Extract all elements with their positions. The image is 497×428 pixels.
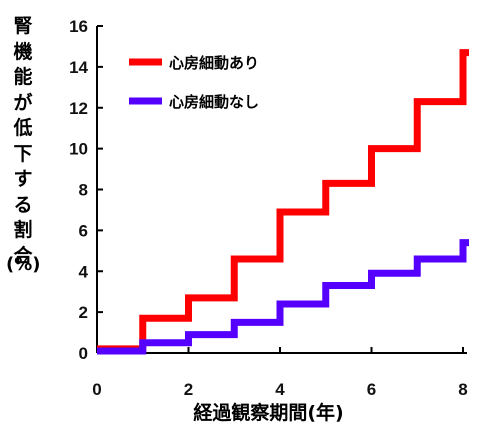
legend-label-2: 心房細動なし [169,93,259,111]
x-axis-label: 経過観察期間(年) [193,402,344,424]
y-axis-label-char: 合 [13,244,33,267]
series-layer [97,49,469,355]
y-axis-label-char: 腎 [13,15,33,37]
x-tick-label: 8 [458,380,467,399]
y-tick-label: 10 [69,140,88,159]
y-axis-label-char: る [13,193,33,216]
series-line-2 [97,239,469,355]
y-axis-label-char: 下 [13,142,33,165]
y-tick-label: 0 [79,344,88,363]
y-axis-label-char: が [13,91,33,114]
legend-label-1: 心房細動あり [169,54,259,72]
y-axis-label-char: 割 [13,219,33,241]
y-tick-label: 8 [79,181,88,200]
x-tick-label: 0 [92,380,101,399]
y-tick-label: 16 [69,17,88,36]
y-axis-label-char: す [13,168,33,190]
y-tick-label: 14 [69,58,88,77]
y-tick-label: 12 [69,99,88,118]
y-tick-label: 2 [79,303,88,322]
axes: 0 2 4 6 8 10 12 14 16 0 2 4 6 8 [69,17,468,399]
y-tick-label: 6 [79,221,88,240]
y-axis-unit: (%) [6,254,41,275]
y-axis-label: 腎機能が低下する割合 [6,14,40,269]
x-tick-label: 4 [275,380,285,399]
y-axis-label-char: 低 [13,117,33,139]
y-tick-label: 4 [79,262,89,281]
x-tick-label: 2 [184,380,193,399]
y-axis-label-char: 機 [13,40,33,63]
y-axis-label-char: 能 [13,66,33,88]
series-line-1 [97,49,469,353]
x-tick-label: 6 [367,380,376,399]
